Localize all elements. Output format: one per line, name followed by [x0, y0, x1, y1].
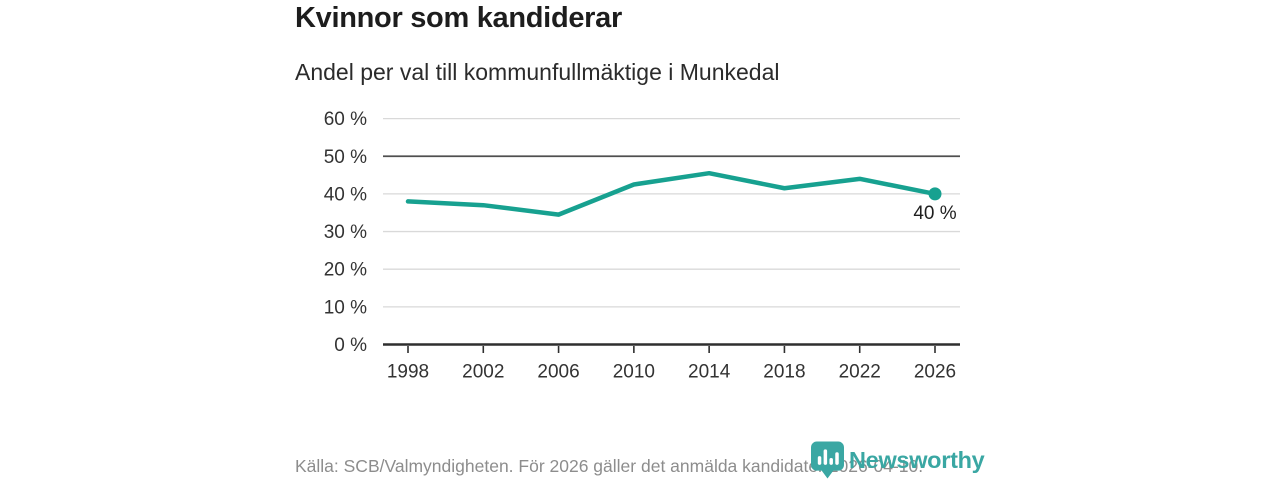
y-axis-tick-label: 40 %	[324, 184, 367, 205]
y-axis-tick-label: 50 %	[324, 147, 367, 168]
source-text: Källa: SCB/Valmyndigheten. För 2026 gäll…	[295, 456, 924, 476]
chart-subtitle: Andel per val till kommunfullmäktige i M…	[295, 59, 780, 85]
x-axis-tick-label: 2018	[763, 362, 805, 383]
data-point-marker	[928, 187, 942, 201]
x-axis-tick-label: 2022	[839, 362, 881, 383]
line-chart: 0 % 10 % 20 % 30 % 40 % 50 % 60 % 1998 2002 2006 2…	[324, 109, 960, 383]
data-point-label: 40 %	[913, 203, 956, 224]
x-axis-tick-label: 1998	[387, 362, 429, 383]
y-axis-tick-label: 0 %	[334, 335, 367, 356]
data-line	[405, 170, 938, 217]
newsworthy-logo-icon	[811, 441, 844, 479]
newsworthy-logo-text: Newsworthy	[849, 446, 985, 473]
y-axis-tick-label: 20 %	[324, 260, 367, 281]
y-axis-tick-label: 10 %	[324, 297, 367, 318]
x-axis-tick-label: 2026	[914, 362, 956, 383]
x-axis-tick-label: 2006	[537, 362, 579, 383]
y-axis-tick-label: 30 %	[324, 222, 367, 243]
x-axis-tick-label: 2002	[462, 362, 504, 383]
y-axis-tick-label: 60 %	[324, 109, 367, 130]
newsworthy-logo[interactable]: Newsworthy	[811, 441, 985, 479]
x-axis-tick-label: 2014	[688, 362, 731, 383]
page-title: Kvinnor som kandiderar	[295, 2, 622, 34]
x-axis-tick-label: 2010	[613, 362, 655, 383]
